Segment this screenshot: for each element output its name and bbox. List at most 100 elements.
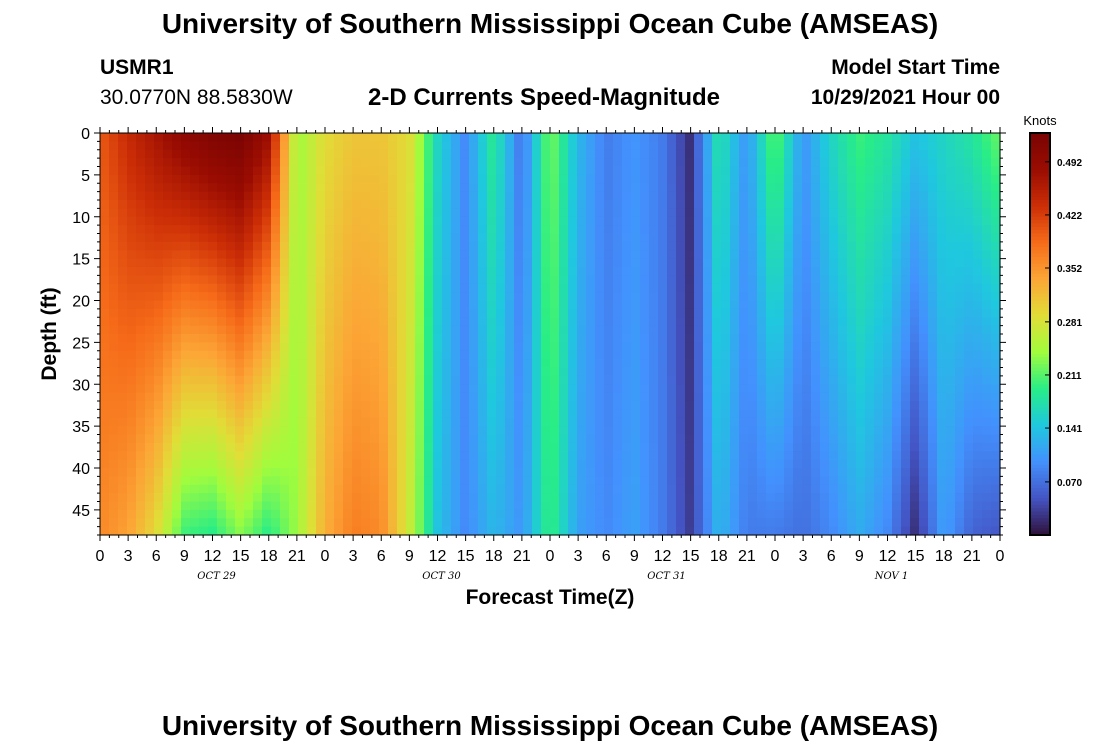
heatmap-cell — [712, 317, 722, 327]
heatmap-cell — [244, 225, 254, 235]
heatmap-cell — [262, 292, 272, 302]
heatmap-cell — [550, 233, 560, 243]
heatmap-cell — [586, 334, 596, 343]
heatmap-cell — [937, 384, 947, 394]
heatmap-cell — [784, 174, 794, 184]
heatmap-cell — [118, 468, 128, 477]
heatmap-cell — [883, 267, 893, 276]
heatmap-cell — [235, 375, 245, 385]
heatmap-cell — [487, 216, 497, 226]
heatmap-cell — [865, 392, 875, 402]
heatmap-cell — [892, 267, 902, 276]
heatmap-cell — [775, 334, 785, 343]
heatmap-cell — [595, 174, 605, 184]
heatmap-cell — [415, 183, 425, 193]
heatmap-cell — [424, 342, 434, 352]
heatmap-cell — [325, 283, 335, 293]
heatmap-cell — [721, 509, 731, 519]
heatmap-cell — [973, 250, 983, 260]
heatmap-cell — [118, 317, 128, 327]
heatmap-cell — [262, 367, 272, 377]
heatmap-cell — [757, 225, 767, 235]
heatmap-cell — [937, 225, 947, 235]
heatmap-cell — [685, 359, 695, 369]
heatmap-cell — [208, 216, 218, 226]
heatmap-cell — [694, 300, 704, 310]
heatmap-cell — [100, 342, 110, 352]
heatmap-cell — [262, 468, 272, 477]
heatmap-cell — [910, 476, 920, 486]
heatmap-cell — [622, 166, 632, 176]
heatmap-cell — [460, 191, 470, 201]
heatmap-cell — [613, 359, 623, 369]
heatmap-cell — [685, 501, 695, 511]
heatmap-cell — [928, 359, 938, 369]
heatmap-cell — [199, 258, 209, 268]
heatmap-cell — [334, 141, 344, 151]
heatmap-cell — [145, 200, 155, 209]
heatmap-cell — [766, 258, 776, 268]
heatmap-cell — [559, 484, 569, 494]
heatmap-cell — [559, 258, 569, 268]
heatmap-cell — [820, 275, 830, 285]
heatmap-cell — [676, 384, 686, 394]
heatmap-cell — [190, 149, 200, 159]
heatmap-cell — [757, 509, 767, 519]
heatmap-cell — [505, 166, 515, 176]
heatmap-cell — [352, 141, 362, 151]
heatmap-cell — [343, 208, 353, 218]
heatmap-cell — [775, 401, 785, 410]
heatmap-cell — [928, 526, 938, 536]
heatmap-cell — [604, 300, 614, 310]
heatmap-cell — [613, 166, 623, 176]
heatmap-cell — [361, 258, 371, 268]
heatmap-cell — [172, 417, 182, 427]
heatmap-cell — [433, 375, 443, 385]
heatmap-cell — [631, 267, 641, 276]
heatmap-cell — [343, 442, 353, 452]
heatmap-cell — [595, 208, 605, 218]
heatmap-cell — [289, 350, 299, 360]
heatmap-cell — [586, 476, 596, 486]
heatmap-cell — [856, 325, 866, 335]
heatmap-cell — [838, 200, 848, 209]
heatmap-cell — [532, 401, 542, 410]
heatmap-cell — [676, 267, 686, 276]
heatmap-cell — [406, 300, 416, 310]
heatmap-cell — [433, 359, 443, 369]
heatmap-cell — [748, 476, 758, 486]
heatmap-cell — [172, 250, 182, 260]
heatmap-cell — [235, 216, 245, 226]
heatmap-cell — [505, 342, 515, 352]
heatmap-cell — [838, 267, 848, 276]
heatmap-cell — [550, 434, 560, 444]
heatmap-cell — [910, 141, 920, 151]
heatmap-cell — [559, 493, 569, 503]
heatmap-cell — [118, 493, 128, 503]
heatmap-cell — [379, 501, 389, 511]
heatmap-cell — [406, 342, 416, 352]
heatmap-cell — [973, 300, 983, 310]
heatmap-cell — [514, 476, 524, 486]
heatmap-cell — [973, 325, 983, 335]
heatmap-cell — [667, 401, 677, 410]
heatmap-cell — [433, 208, 443, 218]
heatmap-cell — [874, 208, 884, 218]
heatmap-cell — [721, 225, 731, 235]
heatmap-cell — [595, 225, 605, 235]
heatmap-cell — [811, 384, 821, 394]
heatmap-cell — [694, 133, 704, 142]
heatmap-cell — [406, 359, 416, 369]
heatmap-cell — [145, 233, 155, 243]
heatmap-cell — [541, 434, 551, 444]
heatmap-cell — [550, 401, 560, 410]
heatmap-cell — [514, 158, 524, 168]
heatmap-cell — [109, 468, 119, 477]
heatmap-cell — [703, 468, 713, 477]
heatmap-cell — [820, 292, 830, 302]
heatmap-cell — [730, 166, 740, 176]
heatmap-cell — [388, 258, 398, 268]
heatmap-cell — [586, 409, 596, 419]
heatmap-cell — [514, 417, 524, 427]
heatmap-cell — [460, 342, 470, 352]
